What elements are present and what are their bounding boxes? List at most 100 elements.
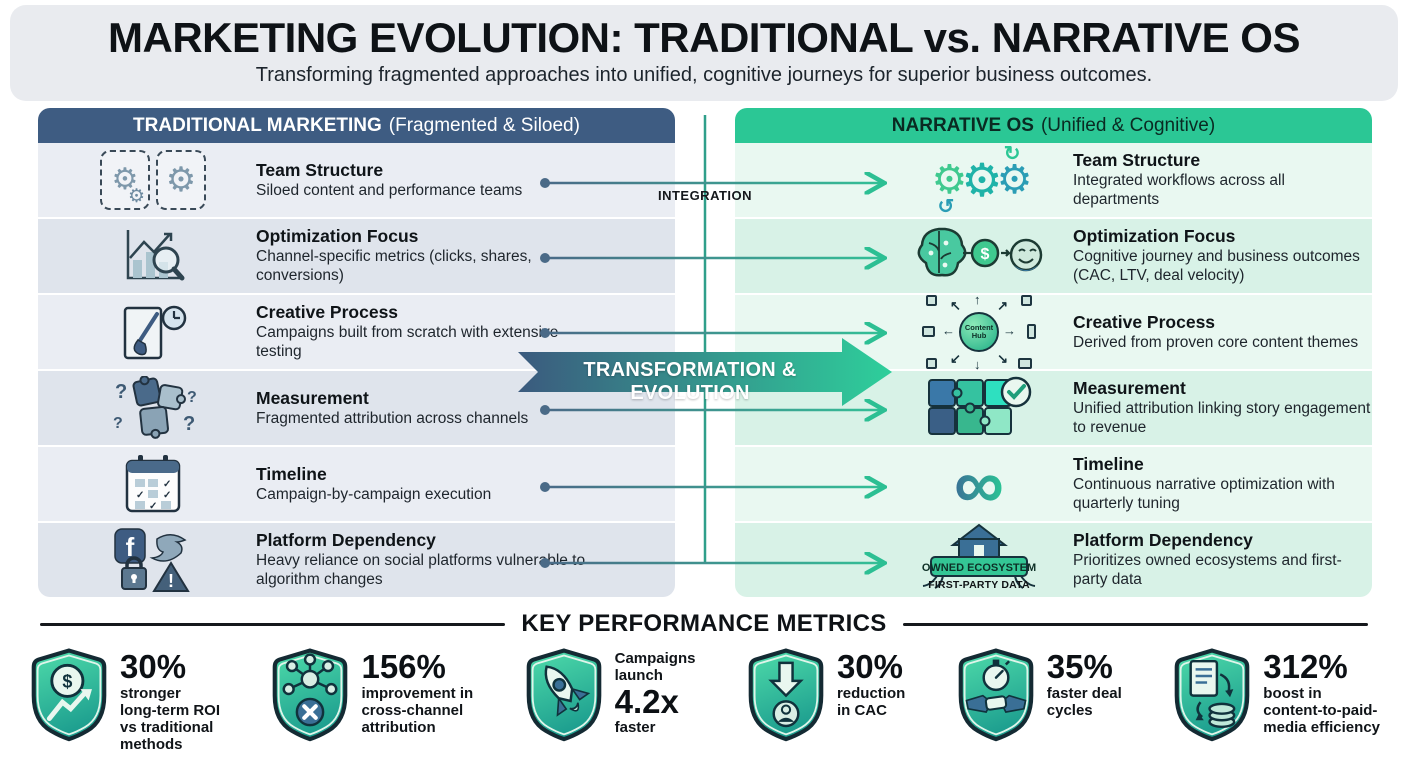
metric-cac: 30% reduction in CAC [745,646,905,754]
row-optimization-traditional: Optimization Focus Channel-specific metr… [38,219,675,295]
row-title: Platform Dependency [1073,530,1253,551]
rocket-shield-icon [523,646,605,742]
row-desc: Integrated workflows across all departme… [1073,172,1285,208]
first-party-data-label: FIRST-PARTY DATA [928,579,1030,591]
metrics-row: $ 30% stronger long-term ROI vs traditio… [28,646,1380,754]
narrative-panel-title: NARRATIVE OS [891,114,1034,136]
row-desc: Cognitive journey and business outcomes … [1073,248,1360,284]
metric-label: improvement in cross-channel attribution [361,684,474,737]
video-icon [1021,295,1032,306]
row-title: Team Structure [1073,150,1201,171]
camera-icon [926,295,937,306]
content-hub-icon: ↑ ↓ ← → ↗ ↘ ↖ ↙ Content Hub [920,293,1038,371]
row-team-structure-traditional: ⚙ ⚙ ⚙ Team Structure Siloed content and p… [38,143,675,219]
metric-attribution: 156% improvement in cross-channel attrib… [269,646,473,754]
metric-label: boost in content-to-paid- media efficien… [1263,684,1380,737]
transformation-label: TRANSFORMATION & EVOLUTION [583,359,797,404]
row-desc: Campaigns built from scratch with extens… [256,324,559,360]
siloed-gear-icon: ⚙ [156,150,206,210]
row-platform-narrative: OWNED ECOSYSTEM FIRST-PARTY DATA Platfor… [735,523,1372,597]
row-team-structure-narrative: ⚙ ⚙ ⚙ ↻ ↺ Team Structure Integrated workfl… [735,143,1372,219]
row-title: Optimization Focus [1073,226,1236,247]
row-desc: Siloed content and performance teams [256,181,523,199]
svg-text:?: ? [183,413,195,435]
svg-text:?: ? [115,381,127,403]
twitter-bird-icon [149,534,187,562]
heading-rule-right [902,622,1368,626]
page-title: MARKETING EVOLUTION: TRADITIONAL vs. NAR… [108,14,1300,61]
row-desc: Prioritizes owned ecosystems and first-p… [1073,552,1342,588]
social-lock-warning-icon: f ! [114,528,190,592]
heading-rule-left [40,622,506,626]
unified-puzzle-check-icon [928,376,1032,435]
metric-pre: Campaigns launch [614,650,696,685]
metric-label: faster [614,719,656,737]
calendar-icon: ✓✓ ✓✓ [125,455,181,513]
row-desc: Unified attribution linking story engage… [1073,400,1371,436]
metric-value: 4.2x [614,682,679,720]
row-platform-traditional: f ! Platform Dependency Heavy reliance o… [38,523,675,597]
row-title: Creative Process [1073,311,1216,332]
row-optimization-narrative: $ Optimization Focus Cognitive journey a… [735,219,1372,295]
row-desc: Heavy reliance on social platforms vulne… [256,552,586,588]
row-desc: Continuous narrative optimization with q… [1073,476,1335,512]
page-subtitle: Transforming fragmented approaches into … [255,64,1153,86]
svg-text:$: $ [981,246,990,263]
image-icon [926,358,937,369]
integration-label: INTEGRATION [657,188,753,203]
row-title: Creative Process [256,302,399,323]
infinity-loop-icon: ∞ [954,445,1004,523]
cycle-arrow-icon: ↻ [1003,143,1021,165]
svg-text:✓: ✓ [163,490,171,501]
header-band [10,5,1398,101]
svg-text:?: ? [187,389,197,406]
kpm-heading: KEY PERFORMANCE METRICS [521,610,887,637]
row-title: Optimization Focus [256,226,419,247]
metric-value: 35% [1046,648,1113,685]
traditional-panel-header: TRADITIONAL MARKETING (Fragmented & Silo… [38,108,675,143]
row-timeline-traditional: ✓ ✓ ✓ ✓ Timeline Campaign-by-campaign execu… [38,447,675,523]
metric-label: reduction in CAC [836,684,906,719]
deal-shield-icon [955,646,1037,742]
metric-label: faster deal cycles [1046,684,1122,719]
row-title: Measurement [1073,378,1186,399]
metric-value: 156% [361,648,446,685]
kpm-heading-row: KEY PERFORMANCE METRICS [40,610,1368,638]
svg-text:✓: ✓ [136,490,144,501]
svg-text:f: f [126,532,135,562]
metric-value: 30% [836,648,904,685]
cac-shield-icon [745,646,827,742]
narrative-panel: NARRATIVE OS (Unified & Cognitive) ⚙ ⚙ ⚙ ↻… [735,108,1372,597]
row-title: Platform Dependency [256,530,436,551]
siloed-gears-icon: ⚙ ⚙ [100,150,150,210]
row-title: Timeline [256,463,327,484]
attribution-shield-icon [269,646,351,742]
paintbrush-clock-icon [123,305,187,360]
traditional-panel-title: TRADITIONAL MARKETING [133,114,382,136]
owned-ecosystem-label: OWNED ECOSYSTEM [922,562,1036,574]
efficiency-shield-icon [1171,646,1253,742]
warning-triangle-icon [152,561,190,592]
row-desc: Channel-specific metrics (clicks, shares… [256,248,532,284]
traditional-panel: TRADITIONAL MARKETING (Fragmented & Silo… [38,108,675,597]
svg-text:✓: ✓ [149,501,157,512]
cycle-arrow-icon: ↺ [937,196,955,218]
row-title: Measurement [256,387,369,408]
roi-shield-icon: $ [28,646,110,742]
folder-icon [922,326,935,337]
content-hub-label: Content Hub [964,322,994,340]
owned-house-icon: OWNED ECOSYSTEM FIRST-PARTY DATA [899,523,1059,597]
metric-roi: $ 30% stronger long-term ROI vs traditio… [28,646,220,754]
integrated-gears-icon: ⚙ ⚙ ⚙ ↻ ↺ [931,143,1033,218]
narrative-panel-tagline: (Unified & Cognitive) [1040,114,1216,136]
phone-icon [1027,324,1036,339]
svg-text:$: $ [62,671,72,691]
chart-magnifier-icon [126,230,185,281]
brain-dollar-smile-icon: $ [917,227,1043,277]
traditional-panel-tagline: (Fragmented & Siloed) [388,114,580,136]
metric-efficiency: 312% boost in content-to-paid- media eff… [1171,646,1380,754]
row-desc: Campaign-by-campaign execution [256,485,492,503]
fragmented-puzzle-icon: ? ? ? ? [113,376,197,439]
svg-text:!: ! [168,571,174,591]
metric-label: stronger long-term ROI vs traditional me… [120,684,220,754]
